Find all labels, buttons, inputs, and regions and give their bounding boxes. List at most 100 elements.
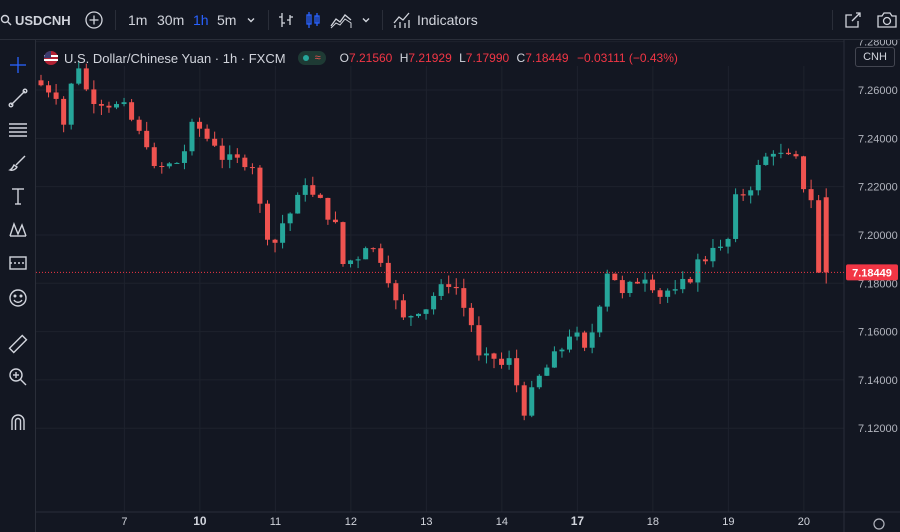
icons-tool[interactable] xyxy=(0,283,36,313)
drawing-toolbar xyxy=(0,40,36,532)
brush-tool[interactable] xyxy=(0,148,36,178)
area-chart-icon xyxy=(330,14,352,29)
currency-button[interactable]: CNH xyxy=(855,47,895,67)
indicators-label: Indicators xyxy=(417,12,478,28)
x-tick-label: 10 xyxy=(193,514,207,528)
candle-body xyxy=(453,286,459,289)
candle-body xyxy=(423,309,429,314)
x-tick-label: 11 xyxy=(270,516,281,528)
candle-body xyxy=(76,68,82,84)
price-chart[interactable]: 7.12000 7.14000 7.16000 7.18000 7.20000 7.220… xyxy=(36,40,900,532)
candle-body xyxy=(665,290,671,297)
candle-body xyxy=(801,156,807,190)
measure-tool[interactable] xyxy=(0,329,36,359)
interval-5m[interactable]: 5m xyxy=(217,0,236,40)
pattern-tool[interactable] xyxy=(0,215,36,245)
candle-body xyxy=(181,151,187,163)
trend-line-tool[interactable] xyxy=(0,83,36,113)
candle-body xyxy=(740,194,746,196)
candle-body xyxy=(468,307,474,326)
trend-line-icon xyxy=(8,88,28,108)
bar-style-button[interactable] xyxy=(277,0,295,40)
horizontal-lines-icon xyxy=(9,123,27,137)
candle-body xyxy=(310,185,316,195)
x-tick-label: 17 xyxy=(571,514,585,528)
top-toolbar: USDCNH 1m 30m 1h 5m Indicators xyxy=(0,0,900,40)
interval-30m[interactable]: 30m xyxy=(157,0,184,40)
candle-body xyxy=(823,197,829,273)
time-axis: 7 10 11 12 13 14 17 18 19 20 xyxy=(36,511,900,530)
area-style-button[interactable] xyxy=(330,0,352,40)
chevron-down-icon xyxy=(362,18,370,23)
ohlc-values: O7.21560 H7.21929 L7.17990 C7.18449 −0.0… xyxy=(340,51,678,65)
compare-symbol-button[interactable] xyxy=(84,0,104,40)
chart-type-dropdown[interactable] xyxy=(360,0,372,40)
interval-1h[interactable]: 1h xyxy=(193,0,209,40)
candle-body xyxy=(257,167,263,204)
x-tick-label: 13 xyxy=(420,516,432,528)
candle-body xyxy=(363,248,369,260)
candle-body xyxy=(98,104,104,106)
price-axis: 7.12000 7.14000 7.16000 7.18000 7.20000 7.220… xyxy=(843,40,898,532)
interval-1m-label: 1m xyxy=(128,12,148,28)
candle-body xyxy=(121,102,127,105)
share-button[interactable] xyxy=(843,0,863,40)
candle-body xyxy=(778,152,784,154)
candle-body xyxy=(174,162,180,164)
y-tick-label: 7.12000 xyxy=(858,423,898,435)
candle-body xyxy=(763,156,769,165)
smiley-icon xyxy=(9,289,27,307)
candle-body xyxy=(612,273,618,281)
interval-30m-label: 30m xyxy=(157,12,185,28)
candle-body xyxy=(710,247,716,262)
candle-body xyxy=(53,92,59,99)
interval-1m[interactable]: 1m xyxy=(128,0,147,40)
candle-body xyxy=(83,68,89,90)
currency-label: CNH xyxy=(863,51,887,63)
high-value: 7.21929 xyxy=(408,51,452,65)
crosshair-tool[interactable] xyxy=(0,50,36,80)
snapshot-button[interactable] xyxy=(876,0,898,40)
settings-gear-icon[interactable] xyxy=(873,518,885,530)
candles-style-button[interactable] xyxy=(304,0,322,40)
candle-body xyxy=(491,353,497,359)
chart-legend: U.S. Dollar/Chinese Yuan · 1h · FXCM ≈ O… xyxy=(44,48,678,68)
candle-body xyxy=(770,153,776,157)
interval-dropdown[interactable] xyxy=(245,0,257,40)
candle-body xyxy=(476,325,482,356)
candle-body xyxy=(461,288,467,308)
candle-body xyxy=(499,358,505,365)
forecast-tool[interactable] xyxy=(0,248,36,278)
magnet-tool[interactable] xyxy=(0,407,36,437)
fib-retracement-tool[interactable] xyxy=(0,115,36,145)
indicators-icon xyxy=(393,12,410,28)
current-price-marker: 7.18449 xyxy=(36,264,898,281)
candle-body xyxy=(589,332,595,348)
text-tool[interactable] xyxy=(0,181,36,211)
symbol-search-button[interactable]: USDCNH xyxy=(0,0,71,40)
candle-body xyxy=(431,295,437,310)
symbol-title[interactable]: U.S. Dollar/Chinese Yuan · 1h · FXCM xyxy=(64,50,286,66)
candle-body xyxy=(227,154,233,160)
candle-body xyxy=(680,278,686,290)
candle-body xyxy=(718,246,723,248)
zoom-tool[interactable] xyxy=(0,362,36,392)
brush-icon xyxy=(8,155,26,171)
ruler-icon xyxy=(8,334,28,354)
market-status-badge[interactable]: ≈ xyxy=(297,51,326,65)
indicators-button[interactable]: Indicators xyxy=(392,0,478,40)
toolbar-divider xyxy=(268,10,269,30)
x-tick-label: 20 xyxy=(798,516,810,528)
candle-body xyxy=(529,387,535,416)
candle-body xyxy=(38,80,44,86)
x-tick-label: 7 xyxy=(121,516,127,528)
candle-body xyxy=(748,190,754,196)
candle-body xyxy=(106,105,112,108)
candle-body xyxy=(355,259,361,261)
y-tick-label: 7.14000 xyxy=(858,375,898,387)
candle-body xyxy=(129,102,135,120)
candle-body xyxy=(144,130,150,148)
candle-body xyxy=(574,332,580,337)
candle-body xyxy=(793,154,799,157)
crosshair-icon xyxy=(10,57,26,73)
